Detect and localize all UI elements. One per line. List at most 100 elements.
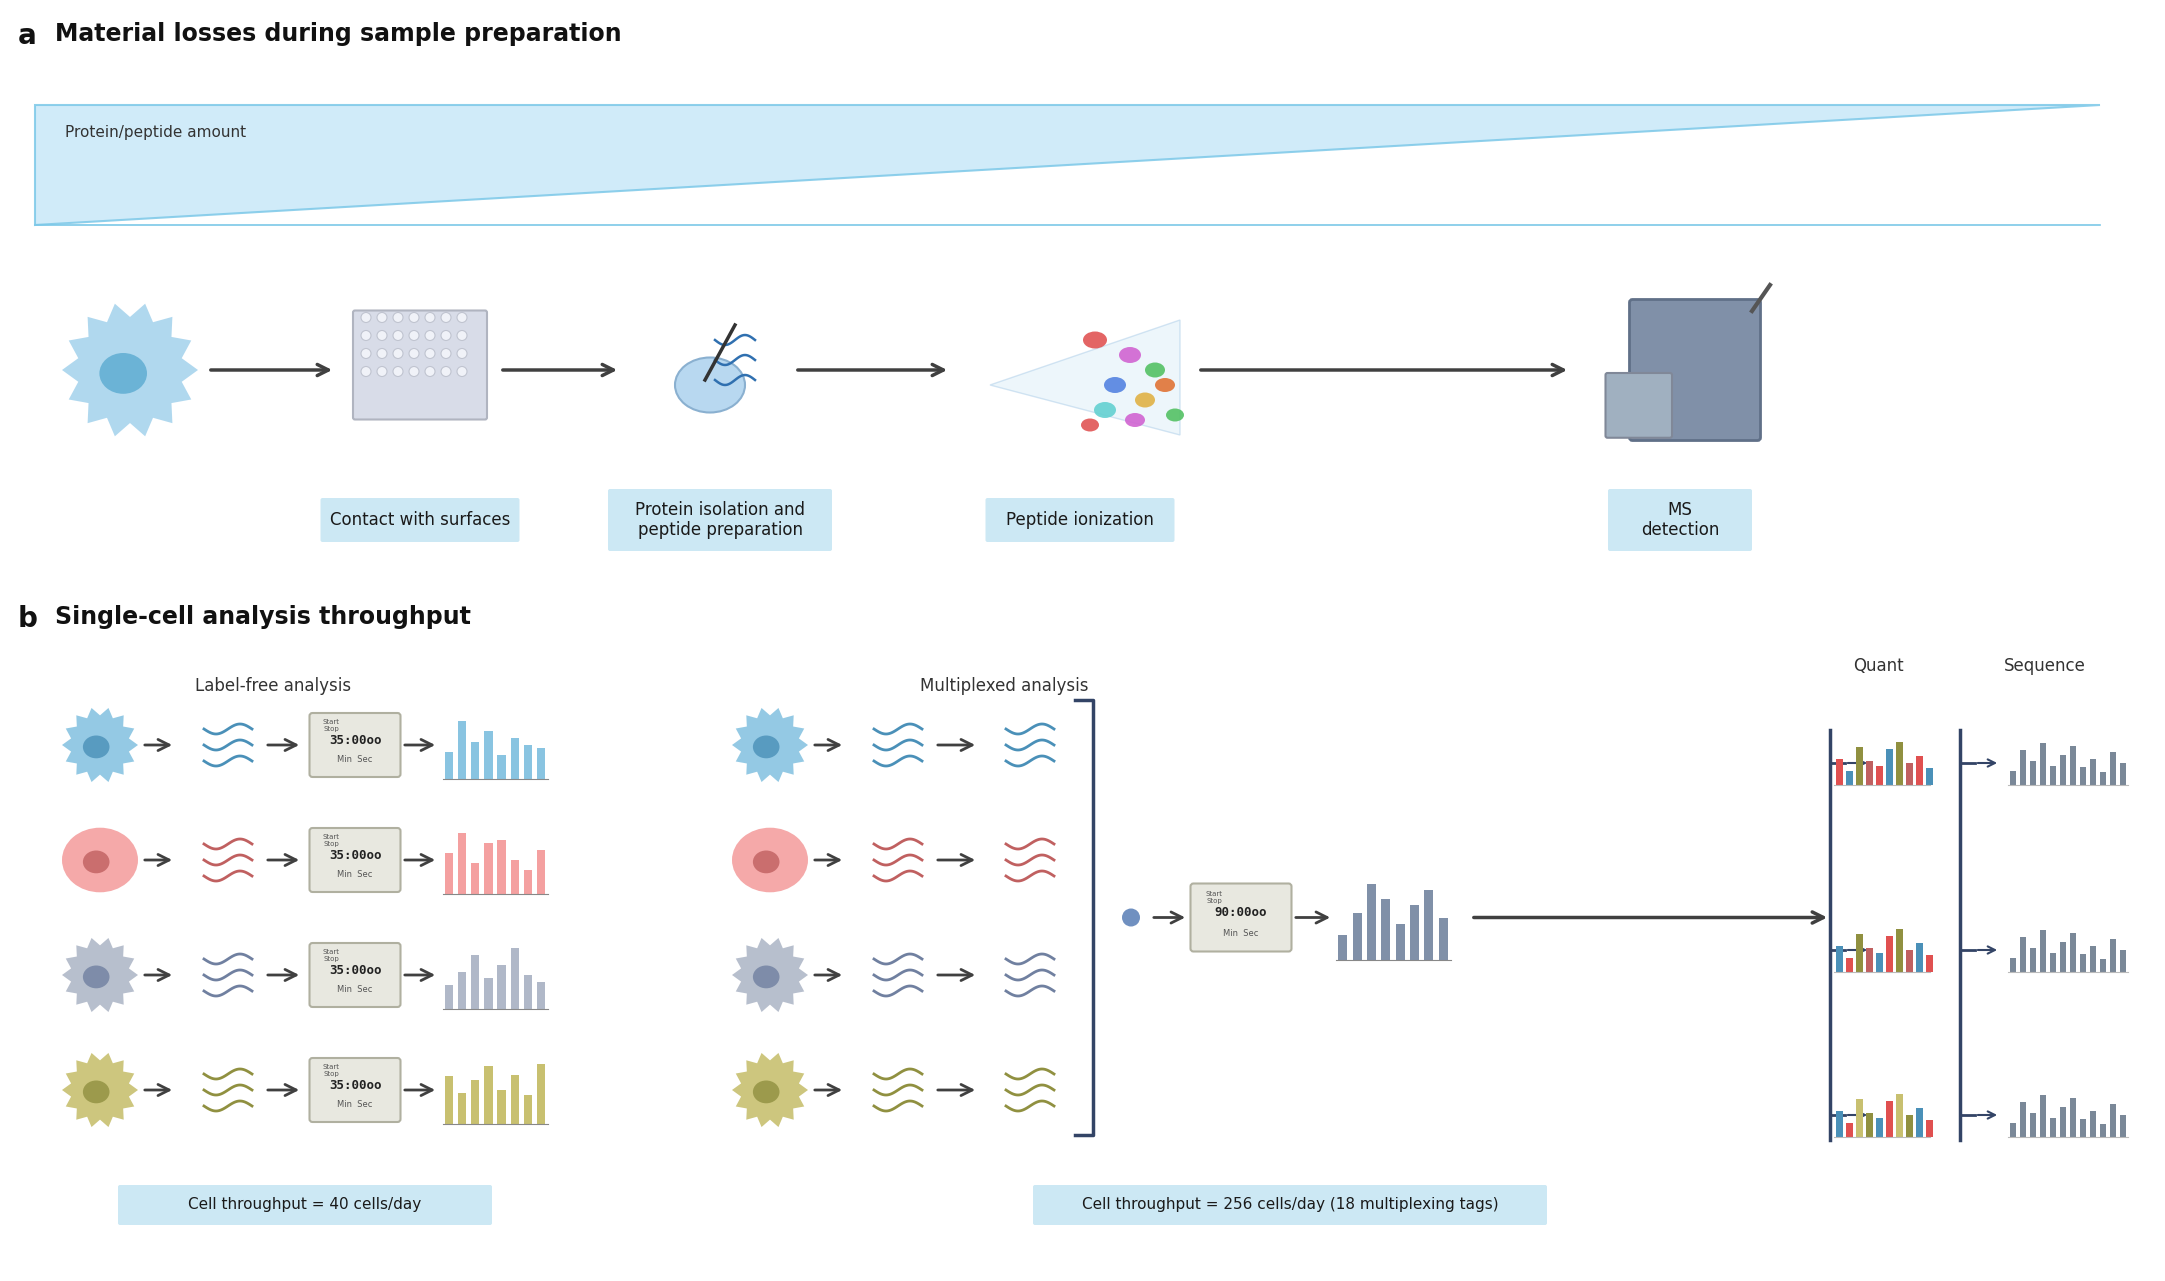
Text: Protein isolation and
peptide preparation: Protein isolation and peptide preparatio… [634, 501, 805, 539]
Ellipse shape [1126, 412, 1145, 427]
Circle shape [442, 366, 450, 377]
Bar [2070, 746, 2076, 785]
Text: Cell throughput = 256 cells/day (18 multiplexing tags): Cell throughput = 256 cells/day (18 mult… [1082, 1198, 1498, 1213]
FancyBboxPatch shape [1606, 373, 1671, 438]
Bar [1916, 756, 1923, 785]
Bar [485, 1066, 494, 1123]
FancyBboxPatch shape [320, 498, 520, 542]
Ellipse shape [753, 851, 779, 874]
Bar [1905, 763, 1914, 785]
Text: Min  Sec: Min Sec [1223, 929, 1258, 938]
Bar [1836, 758, 1842, 785]
Bar [1877, 766, 1884, 785]
Text: Protein/peptide amount: Protein/peptide amount [65, 126, 247, 140]
Bar [2081, 1118, 2087, 1138]
Text: Cell throughput = 40 cells/day: Cell throughput = 40 cells/day [188, 1198, 422, 1213]
Circle shape [424, 366, 435, 377]
Circle shape [457, 348, 468, 359]
Bar [459, 833, 465, 894]
Ellipse shape [753, 1080, 779, 1103]
Polygon shape [989, 320, 1180, 436]
Ellipse shape [753, 735, 779, 758]
FancyBboxPatch shape [310, 1058, 401, 1122]
Text: Single-cell analysis throughput: Single-cell analysis throughput [54, 605, 470, 629]
Circle shape [394, 313, 403, 323]
Bar [1381, 899, 1390, 959]
Ellipse shape [1082, 332, 1106, 348]
Bar [537, 849, 546, 894]
Bar [1886, 936, 1892, 972]
Text: MS
detection: MS detection [1641, 501, 1719, 539]
Polygon shape [63, 708, 139, 781]
Ellipse shape [1167, 409, 1184, 421]
Bar [472, 954, 478, 1009]
Bar [2020, 751, 2026, 785]
Text: Quant: Quant [1853, 657, 1903, 675]
Bar [1836, 1111, 1842, 1138]
Bar [1855, 1099, 1864, 1138]
Bar [1916, 1108, 1923, 1138]
Text: Start
Stop: Start Stop [323, 720, 340, 733]
Bar [1338, 935, 1347, 959]
Bar [446, 985, 452, 1009]
Bar [1425, 890, 1433, 959]
Circle shape [377, 313, 388, 323]
Bar [459, 1094, 465, 1123]
Bar [1886, 1100, 1892, 1138]
Bar [1905, 951, 1914, 972]
Bar [498, 965, 507, 1009]
Circle shape [362, 313, 370, 323]
Bar [2111, 939, 2115, 972]
Bar [1366, 884, 1377, 959]
Bar [2020, 1103, 2026, 1138]
Circle shape [409, 366, 420, 377]
Bar [1866, 1113, 1873, 1138]
Bar [472, 742, 478, 779]
Bar [511, 860, 520, 894]
Text: Start
Stop: Start Stop [323, 834, 340, 847]
Bar [2120, 763, 2126, 785]
Text: 90:00oo: 90:00oo [1215, 906, 1267, 918]
Bar [524, 1095, 533, 1123]
Bar [524, 746, 533, 779]
Polygon shape [63, 304, 197, 437]
Bar [2061, 943, 2065, 972]
Bar [1353, 913, 1362, 959]
FancyBboxPatch shape [1630, 300, 1760, 441]
Bar [2009, 1122, 2016, 1138]
Text: Start
Stop: Start Stop [323, 1065, 340, 1077]
Bar [1927, 1120, 1933, 1138]
Circle shape [394, 366, 403, 377]
Bar [2061, 756, 2065, 785]
Bar [537, 1065, 546, 1123]
Bar [2070, 1098, 2076, 1138]
Text: Sequence: Sequence [2005, 657, 2085, 675]
Ellipse shape [1080, 419, 1100, 432]
Polygon shape [63, 938, 139, 1012]
Circle shape [377, 366, 388, 377]
Bar [537, 981, 546, 1009]
Bar [2120, 951, 2126, 972]
Circle shape [362, 348, 370, 359]
Bar [2100, 771, 2107, 785]
Bar [2039, 930, 2046, 972]
Text: 35:00oo: 35:00oo [329, 734, 381, 747]
Ellipse shape [63, 828, 139, 893]
Circle shape [442, 330, 450, 341]
Ellipse shape [1134, 392, 1154, 407]
Bar [2061, 1107, 2065, 1138]
Bar [2020, 938, 2026, 972]
Ellipse shape [1145, 363, 1165, 378]
Bar [2050, 766, 2057, 785]
FancyBboxPatch shape [1191, 884, 1293, 952]
Bar [1897, 1094, 1903, 1138]
Bar [472, 1080, 478, 1123]
Circle shape [457, 313, 468, 323]
Circle shape [362, 330, 370, 341]
Bar [511, 738, 520, 779]
Bar [446, 853, 452, 894]
Bar [2111, 1104, 2115, 1138]
Bar [1847, 771, 1853, 785]
Bar [1836, 945, 1842, 972]
Bar [459, 971, 465, 1009]
